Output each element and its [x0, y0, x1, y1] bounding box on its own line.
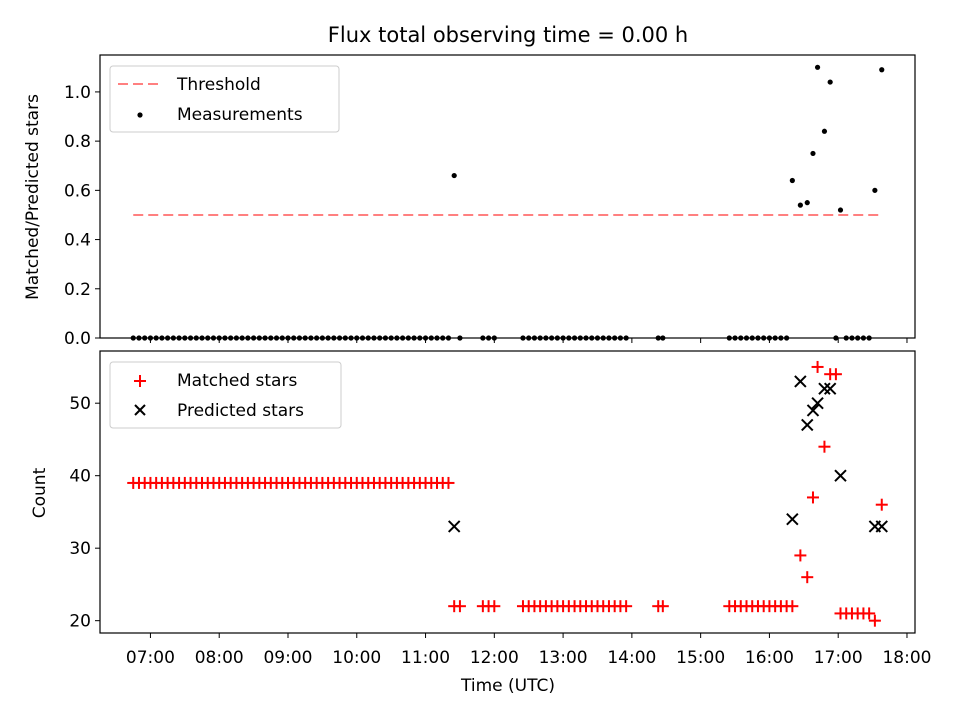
predicted-star-marker [818, 382, 831, 395]
top-y-tick-label: 0.6 [64, 181, 91, 201]
top-y-tick-label: 0.4 [64, 231, 91, 251]
top-axes-frame [99, 54, 916, 339]
measurement-point [879, 67, 885, 73]
legend-threshold-label: Threshold [176, 75, 261, 95]
top-y-tick-label: 0.8 [64, 132, 91, 152]
x-tick-label: 17:00 [814, 648, 863, 668]
x-tick-label: 18:00 [882, 648, 931, 668]
measurement-point [814, 64, 821, 70]
matched-star-marker [656, 600, 669, 613]
top-legend: Threshold Measurements [109, 65, 340, 133]
x-tick-label: 15:00 [676, 648, 725, 668]
x-tick-label: 08:00 [195, 648, 244, 668]
predicted-marker-b [794, 375, 807, 388]
matched-star-marker [794, 549, 807, 562]
predicted-star-marker [801, 418, 814, 432]
x-tick-label: 07:00 [126, 648, 175, 668]
top-y-tick-label: 0.0 [64, 329, 91, 349]
matched-star-marker [488, 600, 501, 613]
legend-measurements-label: Measurements [177, 105, 303, 125]
measurement-point [797, 202, 803, 208]
predicted-star-marker [811, 396, 824, 410]
predicted-marker-b [786, 512, 799, 526]
top-y-ticks: 0.0 0.2 0.4 0.6 0.8 1.0 [64, 83, 100, 349]
top-y-tick-label: 1.0 [64, 83, 91, 103]
matched-star-marker [863, 607, 876, 620]
matched-star-marker [442, 476, 455, 489]
predicted-marker-b [818, 382, 831, 395]
predicted-marker-b [875, 520, 888, 533]
matched-star-marker [786, 600, 799, 613]
measurement-point [789, 177, 795, 184]
measurement-point [804, 200, 810, 206]
matched-star-marker [811, 360, 824, 373]
matched-star-marker [806, 491, 819, 504]
top-y-tick-label: 0.2 [64, 280, 91, 300]
predicted-marker-b [811, 396, 824, 410]
predicted-marker-b [801, 418, 814, 432]
matched-star-marker [875, 498, 888, 511]
measurement-point [827, 79, 833, 85]
x-tick-label: 09:00 [263, 648, 312, 668]
x-tick-label: 10:00 [332, 648, 381, 668]
predicted-star-marker [786, 512, 799, 526]
legend-predicted-label: Predicted stars [177, 401, 304, 421]
legend-measurements-swatch [137, 112, 143, 118]
predicted-star-marker [823, 382, 837, 395]
x-tick-label: 12:00 [470, 648, 519, 668]
bottom-axes: 20 30 40 50 07:00 08:00 09:00 10:00 11:00 12:00 1… [30, 350, 931, 696]
bottom-y-tick-label: 40 [69, 467, 91, 487]
bottom-y-ticks: 20 30 40 50 [69, 394, 100, 632]
x-tick-label: 16:00 [745, 648, 794, 668]
predicted-star-marker [875, 520, 888, 533]
predicted-star-marker [834, 469, 847, 482]
bottom-axes-frame [99, 350, 916, 634]
x-tick-label: 14:00 [607, 648, 656, 668]
predicted-marker-b [834, 469, 847, 482]
bottom-x-ticks: 07:00 08:00 09:00 10:00 11:00 12:00 13:00 14:00… [126, 633, 931, 668]
predicted-star-marker [806, 404, 820, 417]
legend-matched-swatch [134, 375, 146, 387]
top-axes: 0.0 0.2 0.4 0.6 0.8 1.0 Matched/Predicted sta… [23, 54, 916, 349]
x-tick-label: 13:00 [539, 648, 588, 668]
legend-matched-label: Matched stars [177, 371, 297, 391]
matched-star-marker [620, 600, 633, 613]
measurement-point [810, 150, 816, 157]
predicted-star-marker [447, 520, 461, 533]
bottom-y-tick-label: 30 [69, 539, 91, 559]
bottom-legend: Matched stars Predicted stars [109, 361, 342, 429]
bottom-y-axis-label: Count [30, 467, 50, 518]
x-tick-label: 11:00 [401, 648, 450, 668]
predicted-marker-b [447, 520, 461, 533]
matched-star-marker [801, 571, 814, 584]
matched-star-marker [868, 614, 881, 627]
matched-star-marker [818, 440, 831, 453]
bottom-legend-frame [109, 361, 342, 429]
measurement-points [130, 64, 885, 341]
bottom-y-tick-label: 20 [69, 612, 91, 632]
predicted-marker-b [806, 404, 820, 417]
predicted-star-markers [447, 375, 888, 533]
predicted-star-marker [794, 375, 807, 388]
bottom-y-tick-label: 50 [69, 394, 91, 414]
measurement-point [821, 128, 828, 134]
predicted-marker-b [823, 382, 837, 395]
chart-title: Flux total observing time = 0.00 h [328, 23, 688, 47]
matched-star-marker [453, 600, 466, 613]
measurement-point [837, 207, 844, 213]
matched-star-marker [829, 368, 842, 381]
legend-predicted-swatch [134, 404, 146, 416]
matched-star-markers [127, 360, 888, 627]
measurement-point [451, 172, 457, 179]
x-axis-label: Time (UTC) [460, 676, 555, 696]
top-y-axis-label: Matched/Predicted stars [23, 94, 43, 300]
top-legend-frame [109, 65, 340, 133]
measurement-point [872, 187, 878, 193]
